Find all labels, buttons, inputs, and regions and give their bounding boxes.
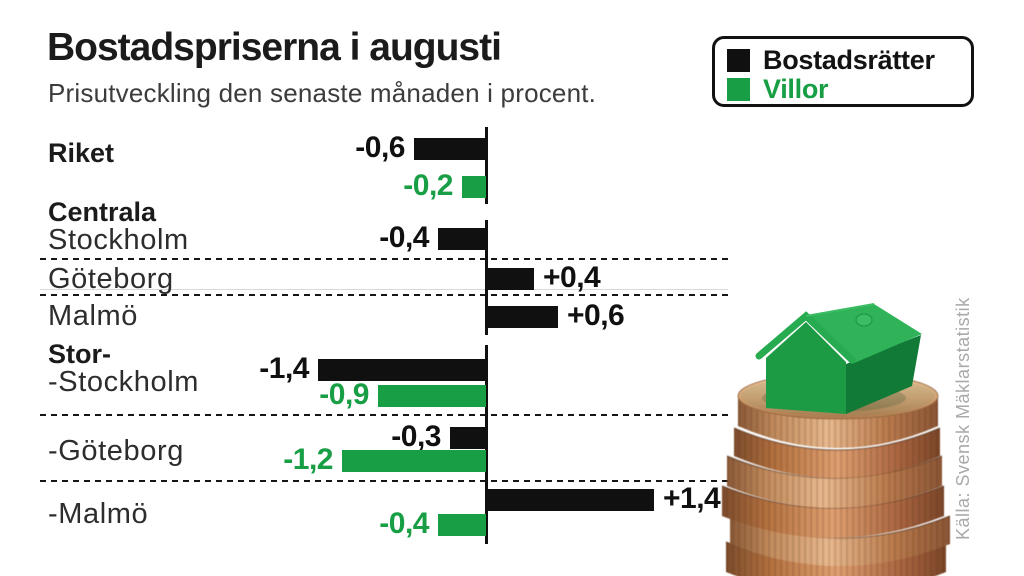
row-separator-faint [40,289,728,290]
bar-stor-malmo-villor [438,514,486,536]
bar-stor-malmo-bostadsratter [486,489,654,511]
zero-axis-segment-1 [485,127,488,204]
row-label-malmo: -Malmö [48,498,149,530]
legend-swatch-bostadsratter-icon [727,49,750,72]
page-subtitle: Prisutveckling den senaste månaden i pro… [48,78,597,108]
legend-item-bostadsratter: Bostadsrätter [727,46,971,75]
value-label-stor-goteborg-villor: -1,2 [283,443,333,476]
bar-stor-goteborg-bostadsratter [450,427,486,449]
coins-house-illustration [721,303,951,576]
bar-centrala-stockholm-bostadsratter [438,228,486,250]
page-title: Bostadspriserna i augusti [47,26,502,69]
bar-malmo-bostadsratter [486,306,558,328]
row-label-centrala: Centrala [48,197,157,227]
row-label-goteborg: -Göteborg [48,435,184,467]
row-label-stockholm: Stockholm [48,224,189,256]
value-label-stor-stockholm-villor: -0,9 [319,378,369,411]
row-label-stockholm: -Stockholm [48,366,200,398]
row-label-riket: Riket [48,138,115,168]
legend-box: Bostadsrätter Villor [712,36,974,107]
bar-stor-stockholm-bostadsratter [318,359,486,381]
row-label-stor: Stor- [48,339,111,369]
row-label-goteborg: Göteborg [48,263,174,295]
value-label-riket-villor: -0,2 [403,169,453,202]
value-label-riket-bostadsratter: -0,6 [355,131,405,164]
legend-label-villor: Villor [763,74,829,104]
bar-stor-stockholm-villor [378,385,486,407]
row-separator-dashed-3 [40,414,728,416]
zero-axis-segment-3 [485,345,488,544]
legend-item-villor: Villor [727,75,971,104]
bar-goteborg-bostadsratter [486,268,534,290]
value-label-centrala-stockholm-bostadsratter: -0,4 [379,221,429,254]
row-separator-dashed-1 [40,258,728,260]
value-label-stor-malmo-villor: -0,4 [379,507,429,540]
row-separator-dashed-2 [40,294,728,296]
source-credit: Källa: Svensk Mäklarstatistik [953,297,973,540]
value-label-stor-malmo-bostadsratter: +1,4 [663,482,721,515]
value-label-stor-goteborg-bostadsratter: -0,3 [391,420,441,453]
bar-riket-bostadsratter [414,138,486,160]
legend-label-bostadsratter: Bostadsrätter [763,45,935,75]
green-house [755,303,922,414]
value-label-malmo-bostadsratter: +0,6 [567,299,625,332]
value-label-stor-stockholm-bostadsratter: -1,4 [259,352,309,385]
legend-swatch-villor-icon [727,78,750,101]
row-label-malmo: Malmö [48,300,139,332]
row-separator-dashed-4 [40,480,728,482]
bar-stor-goteborg-villor [342,450,486,472]
bar-riket-villor [462,176,486,198]
value-label-goteborg-bostadsratter: +0,4 [543,261,601,294]
